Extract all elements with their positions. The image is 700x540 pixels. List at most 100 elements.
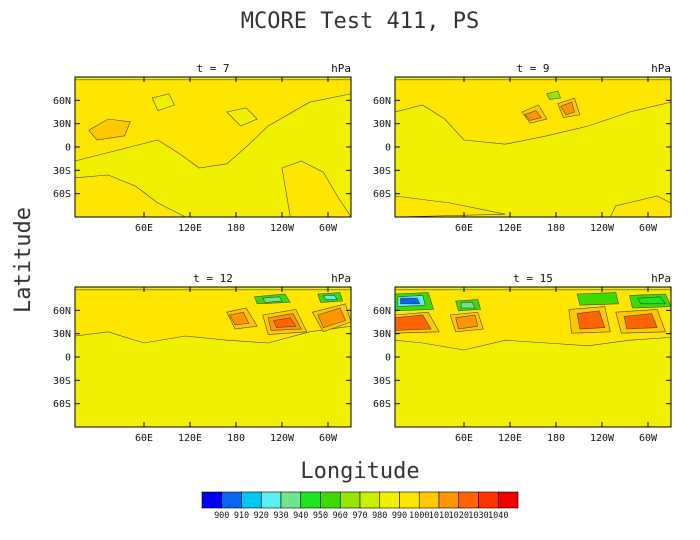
panel-units-label: hPa <box>651 272 671 285</box>
x-tick-label: 120W <box>270 433 295 444</box>
y-tick-label: 60N <box>53 96 71 107</box>
y-tick-label: 60S <box>373 399 391 410</box>
x-tick-label: 60W <box>639 433 658 444</box>
contour-region <box>460 302 476 309</box>
contour-region <box>74 79 352 169</box>
colorbar-swatch <box>241 491 262 509</box>
colorbar-label: 910 <box>234 511 249 521</box>
contour-region <box>576 292 619 306</box>
colorbar-label: 1010 <box>429 511 449 521</box>
colorbar-label: 1020 <box>449 511 469 521</box>
figure-title: MCORE Test 411, PS <box>241 9 479 34</box>
colorbar-swatch <box>280 491 302 509</box>
colorbar-swatch <box>418 491 440 509</box>
contour-region <box>317 307 346 328</box>
x-axis-label: Longitude <box>300 459 419 484</box>
y-tick-label: 30N <box>53 119 71 130</box>
y-tick-label: 60N <box>373 306 391 317</box>
colorbar-label: 980 <box>372 511 387 521</box>
colorbar-label: 920 <box>254 511 269 521</box>
contour-region <box>273 317 297 328</box>
panel-units-label: hPa <box>331 272 351 285</box>
colorbar-swatch <box>221 491 242 509</box>
y-tick-label: 0 <box>65 353 71 364</box>
colorbar-swatch <box>399 491 420 509</box>
contour-region <box>88 118 131 141</box>
colorbar-label: 900 <box>214 511 229 521</box>
y-tick-label: 60S <box>373 189 391 200</box>
contour-region <box>226 107 258 127</box>
colorbar-swatch <box>201 491 223 509</box>
colorbar-label: 940 <box>293 511 308 521</box>
x-tick-label: 120W <box>270 223 295 234</box>
x-tick-label: 60E <box>135 433 153 444</box>
y-tick-label: 30S <box>373 376 391 387</box>
contour-region <box>229 311 250 326</box>
y-tick-label: 0 <box>385 353 391 364</box>
colorbar-swatch <box>379 491 400 509</box>
colorbar-label: 950 <box>313 511 328 521</box>
x-tick-label: 60E <box>455 223 473 234</box>
colorbar-swatch <box>478 491 499 509</box>
y-tick-label: 0 <box>65 143 71 154</box>
panel-time-label: t = 9 <box>516 62 549 75</box>
y-tick-label: 30N <box>53 329 71 340</box>
y-tick-label: 30N <box>373 329 391 340</box>
contour-region <box>637 296 667 305</box>
y-tick-label: 30N <box>373 119 391 130</box>
panel-units-label: hPa <box>651 62 671 75</box>
colorbar-label: 1000 <box>409 511 429 521</box>
contour-region <box>623 313 658 330</box>
contour-region <box>262 296 283 303</box>
y-tick-label: 60S <box>53 189 71 200</box>
panel-time-label: t = 7 <box>196 62 229 75</box>
contour-region <box>524 110 542 121</box>
x-tick-label: 60E <box>455 433 473 444</box>
x-tick-label: 180 <box>227 433 245 444</box>
x-tick-label: 180 <box>547 223 565 234</box>
contour-region <box>546 90 562 100</box>
colorbar-swatch <box>359 491 381 509</box>
colorbar-swatch <box>300 491 321 509</box>
panel-2: t = 9 hPa 60E 120E 180 120W 60W 60N 30N 0 30S 60S <box>373 62 672 234</box>
panel-3: t = 12 hPa 60E 120E 180 120W 60W 60N 30N 0 30S 60S <box>53 272 352 444</box>
x-tick-label: 120E <box>498 223 522 234</box>
y-tick-label: 60N <box>373 96 391 107</box>
y-tick-label: 0 <box>385 143 391 154</box>
x-tick-label: 120W <box>590 433 615 444</box>
contour-region <box>560 101 575 116</box>
colorbar-label: 930 <box>273 511 288 521</box>
colorbar: 900 910 920 930 940 950 960 970 980 990 1000 1010 10… <box>201 491 519 521</box>
contour-region <box>455 314 479 330</box>
y-tick-label: 60S <box>53 399 71 410</box>
colorbar-label: 1040 <box>488 511 508 521</box>
colorbar-swatch <box>497 491 519 509</box>
x-tick-label: 180 <box>547 433 565 444</box>
x-tick-label: 120E <box>178 223 202 234</box>
panel-4: t = 15 hPa 60E 120E 180 120W 60W 60N 30N 0 30S 60S <box>373 272 672 444</box>
colorbar-swatch <box>320 491 341 509</box>
x-tick-label: 180 <box>227 223 245 234</box>
panel-time-label: t = 15 <box>513 272 553 285</box>
y-axis-label: Latitude <box>11 207 36 313</box>
contour-region <box>322 295 338 300</box>
panel-units-label: hPa <box>331 62 351 75</box>
colorbar-swatch <box>458 491 479 509</box>
x-tick-label: 60W <box>639 223 658 234</box>
contour-region <box>576 310 606 330</box>
x-tick-label: 60E <box>135 223 153 234</box>
colorbar-label: 1030 <box>468 511 488 521</box>
contour-region <box>151 93 175 111</box>
colorbar-swatch <box>438 491 460 509</box>
y-tick-label: 60N <box>53 306 71 317</box>
colorbar-label: 990 <box>392 511 407 521</box>
y-tick-label: 30S <box>53 376 71 387</box>
x-tick-label: 120W <box>590 223 615 234</box>
x-tick-label: 120E <box>178 433 202 444</box>
colorbar-swatch <box>260 491 282 509</box>
x-tick-label: 120E <box>498 433 522 444</box>
colorbar-label: 970 <box>352 511 367 521</box>
y-tick-label: 30S <box>373 166 391 177</box>
panel-time-label: t = 12 <box>193 272 233 285</box>
